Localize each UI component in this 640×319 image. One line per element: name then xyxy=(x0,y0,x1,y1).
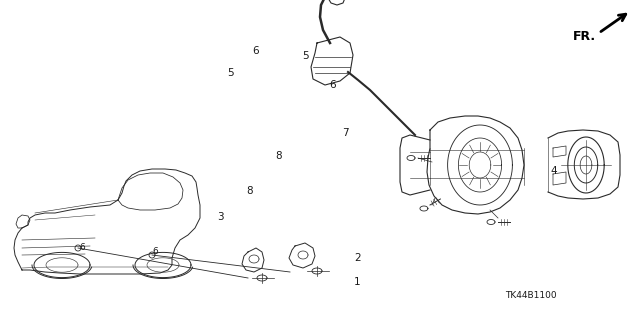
Text: 3: 3 xyxy=(218,212,224,222)
Text: 6: 6 xyxy=(253,46,259,56)
Text: 2: 2 xyxy=(354,253,360,263)
Text: TK44B1100: TK44B1100 xyxy=(505,291,557,300)
Text: 6: 6 xyxy=(79,242,85,251)
Text: 8: 8 xyxy=(246,186,253,196)
Text: 6: 6 xyxy=(152,248,158,256)
Text: FR.: FR. xyxy=(572,29,596,42)
Text: 1: 1 xyxy=(354,277,360,287)
Text: 4: 4 xyxy=(550,166,557,176)
Text: 5: 5 xyxy=(227,68,234,78)
Text: 8: 8 xyxy=(275,151,282,161)
Text: 5: 5 xyxy=(302,51,308,61)
Text: 6: 6 xyxy=(330,80,336,91)
Text: 7: 7 xyxy=(342,128,349,138)
